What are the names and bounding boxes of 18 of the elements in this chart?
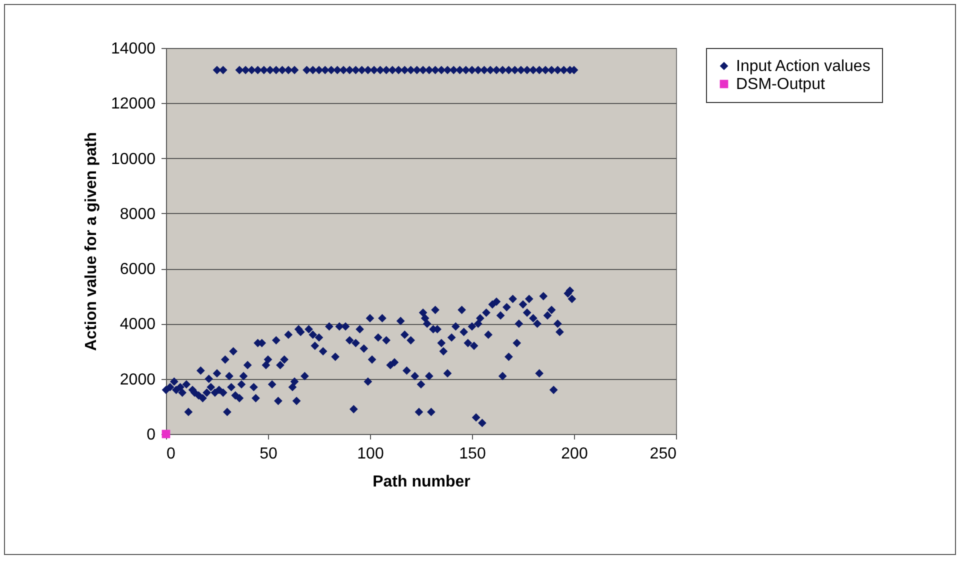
y-tick-label: 8000 <box>120 206 156 223</box>
x-tick-label: 0 <box>166 446 176 462</box>
x-axis-title: Path number <box>372 474 470 490</box>
x-tick-label: 250 <box>650 446 677 462</box>
y-tick-label: 0 <box>146 426 156 444</box>
x-tick-label: 100 <box>357 446 384 462</box>
x-tick-label: 200 <box>561 446 588 462</box>
y-tick-label: 14000 <box>111 40 156 58</box>
x-tick-label: 50 <box>260 446 278 462</box>
y-tick-label: 12000 <box>111 96 156 113</box>
y-tick-label: 2000 <box>120 371 156 388</box>
legend-label: DSM-Output <box>736 76 826 93</box>
y-tick-label: 4000 <box>120 316 156 334</box>
y-tick-label: 6000 <box>120 261 156 278</box>
legend-label: Input Action values <box>736 58 870 75</box>
y-tick-label: 10000 <box>111 150 156 168</box>
y-axis-title: Action value for a given path <box>83 132 100 351</box>
x-tick-label: 150 <box>459 446 486 462</box>
